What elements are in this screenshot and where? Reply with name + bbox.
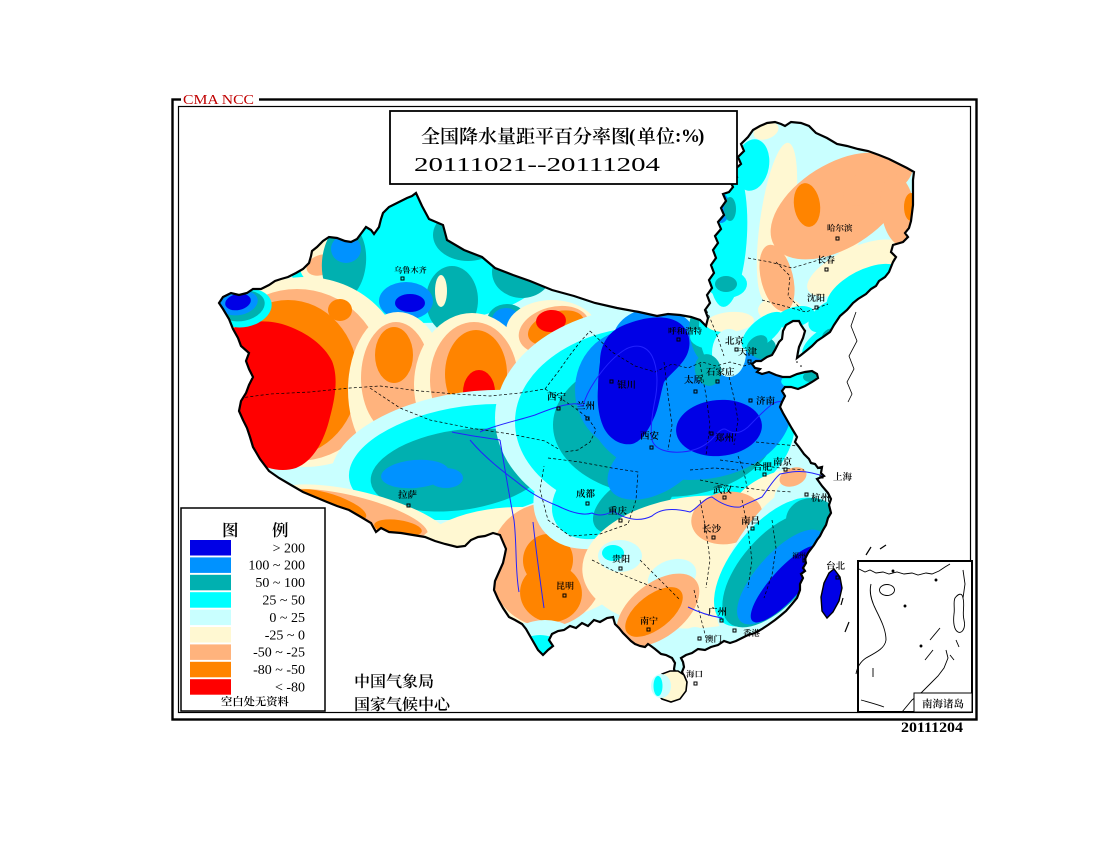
svg-text:%: % [681,126,700,147]
svg-text:> 200: > 200 [273,541,305,556]
svg-text:20111204: 20111204 [901,720,964,736]
svg-text:25 ~ 50: 25 ~ 50 [262,594,305,609]
svg-text:20111021--20111204: 20111021--20111204 [414,154,660,176]
svg-text:50 ~ 100: 50 ~ 100 [255,576,305,591]
svg-text:100 ~ 200: 100 ~ 200 [248,559,305,574]
svg-text:< -80: < -80 [275,681,305,696]
svg-text:CMA NCC: CMA NCC [183,92,254,107]
svg-text:-80 ~ -50: -80 ~ -50 [253,663,305,678]
svg-text:-50 ~ -25: -50 ~ -25 [253,646,305,661]
svg-text:(: ( [629,126,635,147]
svg-text:-25 ~ 0: -25 ~ 0 [265,628,305,643]
svg-text:): ) [698,126,704,147]
svg-text:0 ~ 25: 0 ~ 25 [269,611,305,626]
svg-text::: : [675,126,681,147]
